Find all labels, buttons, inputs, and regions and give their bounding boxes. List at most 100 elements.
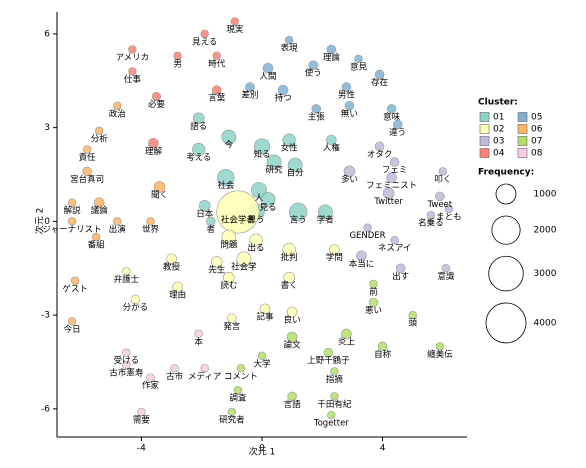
point-label: 必要 [148, 99, 166, 110]
bubble [122, 348, 131, 357]
point-label: 議論 [91, 205, 109, 216]
point-label: Tweet [427, 200, 453, 210]
point-label: 指摘 [326, 374, 344, 385]
point-label: 今 [225, 140, 234, 151]
bubble [374, 141, 385, 152]
bubble [200, 29, 209, 39]
legend-label: 03 [493, 137, 504, 147]
point-label: 世界 [142, 224, 160, 235]
legend-label: 02 [493, 125, 504, 135]
bubble [286, 306, 298, 318]
point-label: Twitter [373, 197, 403, 207]
point-label: 社会学 [231, 261, 257, 272]
point-label: メディア [188, 371, 221, 382]
point-label: 前 [369, 286, 378, 297]
point-label: 書く [281, 280, 298, 291]
point-label: 仕事 [124, 74, 142, 85]
point-label: 炎上 [338, 337, 356, 347]
legend-title: Cluster: [478, 98, 518, 108]
bubble [287, 391, 297, 402]
point-label: オタク [367, 150, 393, 160]
bubble [128, 45, 137, 54]
point-label: フェミ [382, 166, 408, 176]
point-label: 解説 [64, 205, 82, 216]
bubble [67, 317, 77, 326]
point-label: 多い [341, 174, 358, 185]
point-label: 意見 [350, 61, 368, 72]
bubble [221, 229, 237, 245]
bubble [284, 35, 294, 45]
point-label: 纏美伝 [427, 349, 453, 360]
point-label: 違う [389, 127, 406, 138]
bubble [317, 204, 333, 220]
bubble [266, 154, 282, 170]
y-axis-label: 次元 2 [34, 208, 46, 235]
point-label: 今日 [64, 324, 81, 335]
point-label: 番組 [88, 240, 106, 251]
bubble [438, 167, 448, 176]
point-label: 分析 [91, 133, 109, 144]
bubble [192, 112, 205, 125]
bubble [392, 119, 403, 130]
bubble [311, 104, 322, 114]
bubble [377, 341, 388, 352]
legend-swatch [517, 112, 528, 122]
point-label: 差別 [241, 90, 258, 101]
bubble [212, 51, 221, 60]
point-label: ネスアイ [378, 244, 412, 254]
legend-label: 05 [531, 113, 542, 123]
legend-label: 04 [493, 149, 505, 159]
point-label: 見る [260, 203, 277, 213]
bubble [236, 364, 246, 373]
bubble [435, 342, 445, 351]
bubble [227, 313, 237, 324]
x-tick-label: 4 [380, 444, 386, 454]
point-label: 本当に [349, 258, 375, 269]
bubble [426, 210, 435, 220]
point-label: 考える [186, 153, 211, 163]
bubble [386, 172, 397, 183]
point-label: 自称 [374, 349, 392, 360]
point-label: 人間 [260, 72, 277, 82]
point-label: 自分 [287, 168, 305, 179]
point-label: 理解 [145, 146, 163, 157]
point-label: 日本 [196, 208, 214, 219]
size-legend-circle [495, 183, 517, 205]
bubble [130, 294, 141, 305]
point-label: 男性 [338, 90, 356, 101]
bubble [236, 251, 252, 267]
point-label: Togetter [313, 419, 349, 429]
legend-swatch [517, 148, 528, 158]
bubble [82, 166, 92, 177]
point-label: 見える [192, 37, 217, 47]
bubble [148, 137, 159, 149]
bubble [441, 264, 451, 273]
bubble [382, 187, 395, 200]
bubble [330, 367, 339, 376]
point-label: 調査 [229, 393, 247, 404]
y-tick-label: 6 [44, 29, 50, 39]
bubble [128, 67, 137, 76]
bubble [67, 217, 77, 226]
bubble [287, 157, 303, 173]
point-label: 学者 [317, 215, 335, 226]
point-label: 思う [247, 216, 264, 226]
bubble [249, 233, 263, 247]
point-label: 問題 [220, 241, 238, 251]
point-label: 責任 [79, 152, 97, 163]
bubble [146, 217, 155, 226]
point-label: 作家 [142, 380, 160, 391]
bubble [326, 44, 337, 55]
bubble [341, 82, 352, 92]
y-tick-label: 3 [44, 123, 50, 133]
legend-swatch [479, 124, 490, 134]
bubble [205, 216, 216, 227]
size-legend-circle [491, 215, 521, 245]
bubble [408, 310, 417, 320]
point-label: 知る [253, 149, 270, 160]
bubble [151, 91, 162, 101]
x-tick-label: 0 [259, 444, 265, 454]
point-label: 意味 [383, 111, 401, 122]
point-label: 理論 [323, 52, 341, 63]
